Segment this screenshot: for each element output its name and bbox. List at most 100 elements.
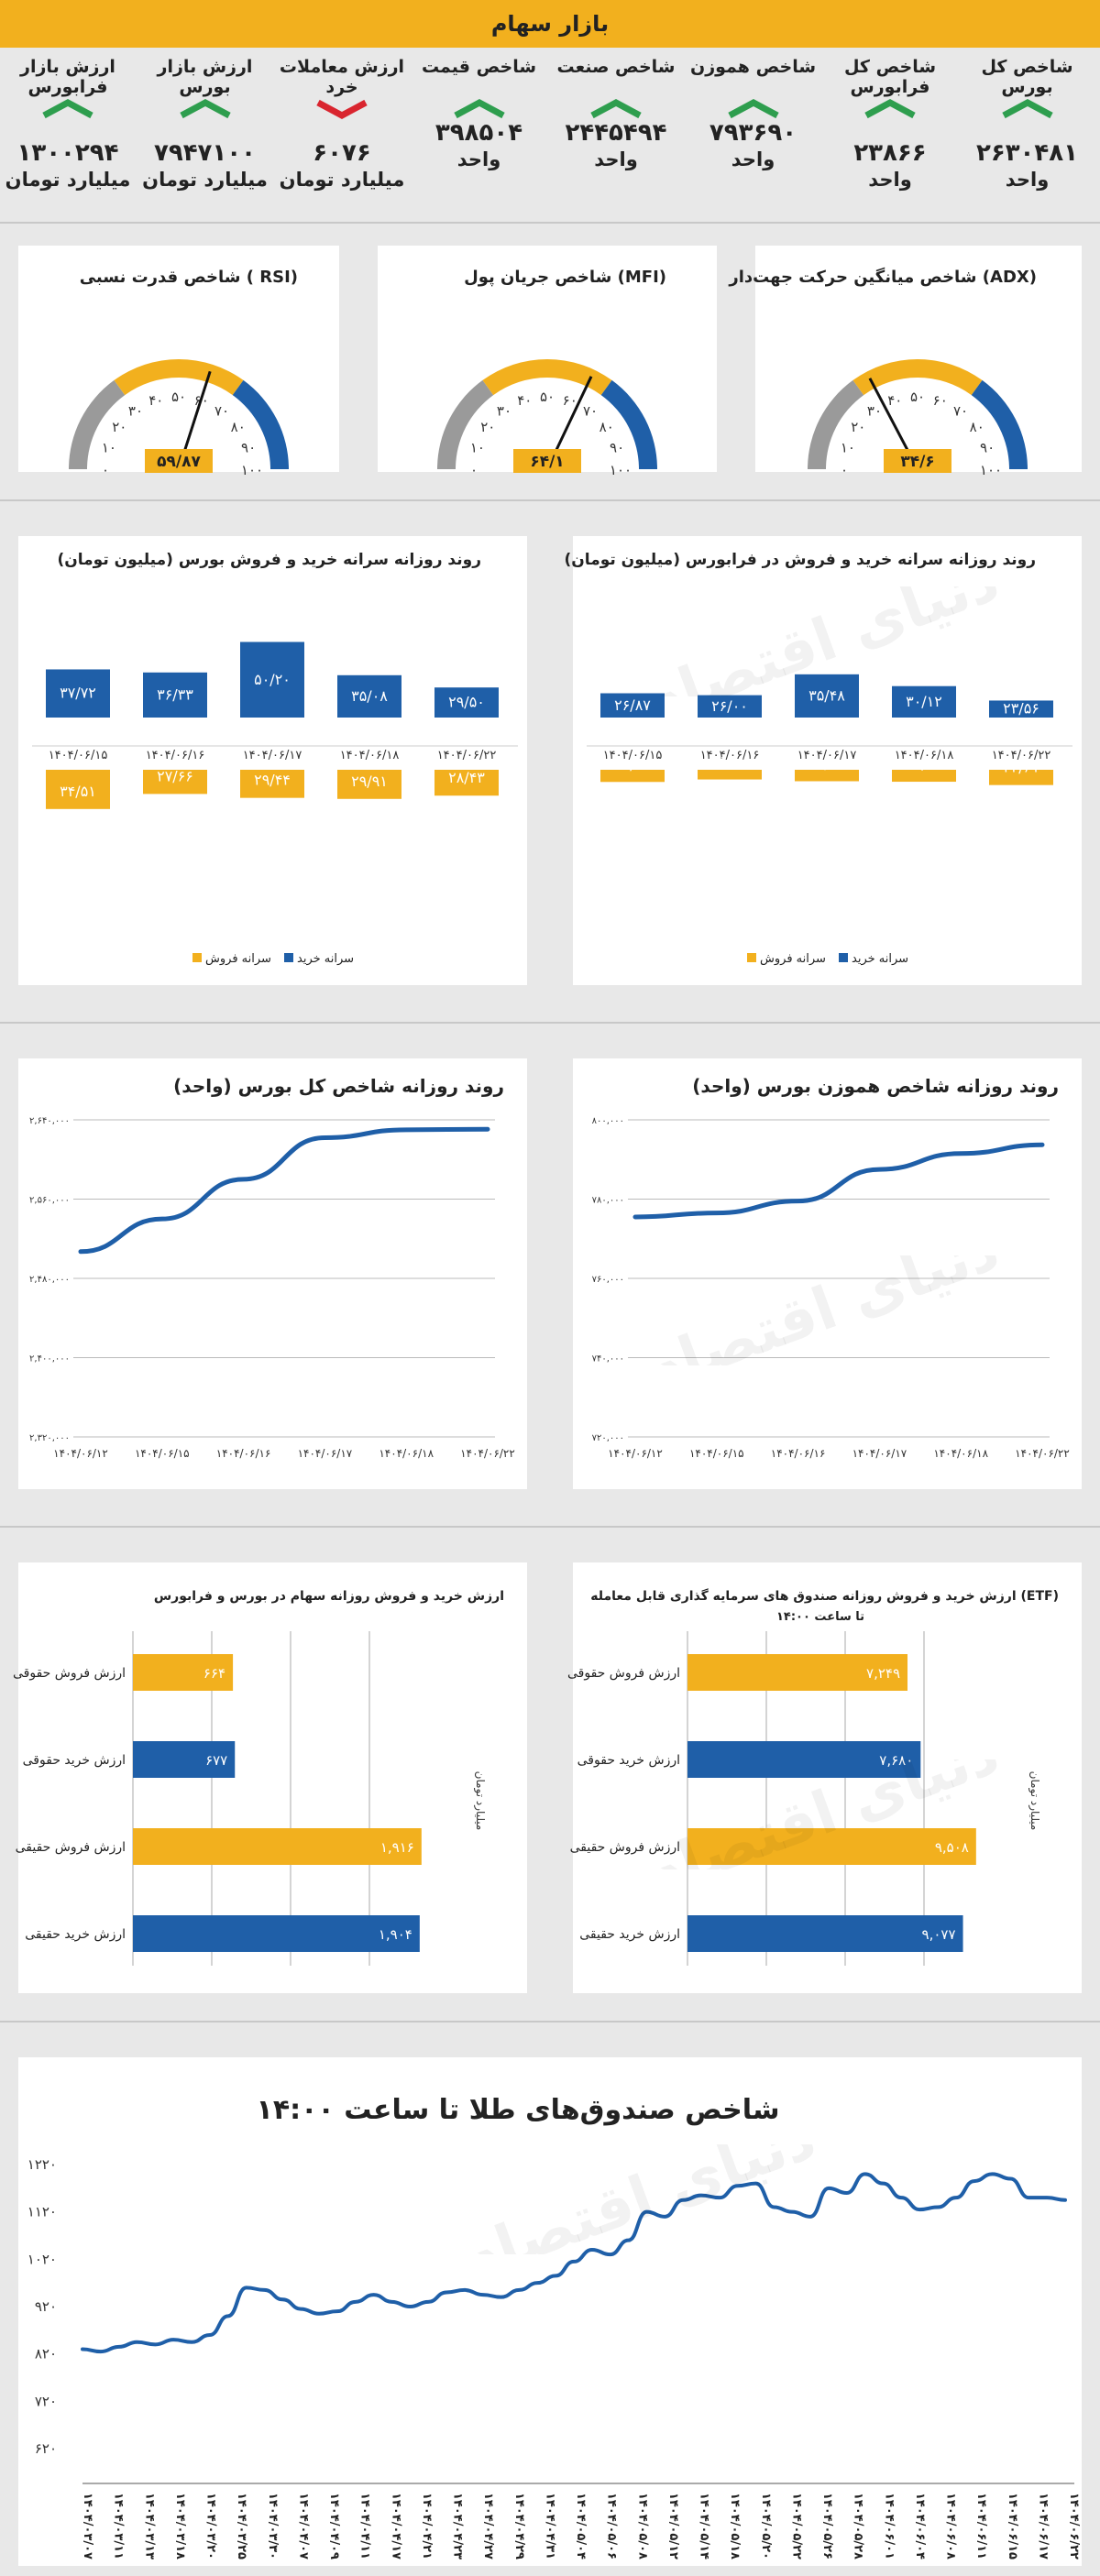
bar-sell xyxy=(989,770,1053,785)
hbar-category-label: ارزش خرید حقوقی xyxy=(578,1753,680,1768)
hbar-charts-svg: ارزش خرید و فروش روزانه صندوق های سرمایه… xyxy=(13,1588,1059,1966)
bar-category-label: ۱۴۰۴/۰۶/۱۶ xyxy=(146,749,205,762)
bar-buy xyxy=(143,672,207,718)
x-tick-label: ۱۴۰۴/۰۵/۱۸ xyxy=(728,2493,742,2560)
gauge: شاخص قدرت نسبی ( RSI)۰۱۰۲۰۳۰۴۰۵۰۶۰۷۰۸۰۹۰… xyxy=(69,268,298,478)
hbar-category-label: ارزش فروش حقوقی xyxy=(567,1666,680,1681)
kpi-unit: واحد xyxy=(456,148,501,170)
hbar-category-label: ارزش خرید حقوقی xyxy=(23,1753,126,1768)
gauge-tick: ۲۰ xyxy=(112,419,126,435)
gauge-panel-adx xyxy=(755,246,1082,472)
gold-line-chart: شاخص صندوق‌های طلا تا ساعت ۱۴:۰۰ ۱۲۲۰ ۱۱۲۰… xyxy=(28,2094,1081,2560)
unit-label: میلیارد تومان xyxy=(1028,1771,1041,1831)
gauge-panel-rsi xyxy=(18,246,339,472)
kpi-unit: واحد xyxy=(594,148,638,170)
y-tick-label: ۷۸۰,۰۰۰ xyxy=(592,1196,624,1206)
gauge-panel-mfi xyxy=(378,246,717,472)
bar-buy-label: ۲۹/۵۰ xyxy=(448,694,485,711)
line-charts-svg: روند روزانه شاخص هموزن بورس (واحد) ۸۰۰,۰۰… xyxy=(29,1075,1070,1460)
x-tick-label: ۱۴۰۴/۰۴/۳۱ xyxy=(543,2493,556,2560)
trend-up-icon xyxy=(864,99,916,119)
x-tick-label: ۱۴۰۴/۰۶/۱۷ xyxy=(1036,2493,1050,2560)
chart-title: روند روزانه شاخص هموزن بورس (واحد) xyxy=(692,1075,1059,1097)
kpi-card: ارزش معاملات خرد ۶۰۷۶ میلیارد تومان xyxy=(278,57,406,194)
hbar-value-label: ۱,۹۱۶ xyxy=(380,1839,414,1856)
x-tick-label: ۱۴۰۴/۰۶/۱۷ xyxy=(298,1447,353,1460)
divider xyxy=(0,499,1100,501)
bar-sell-label: ۳۴/۵۱ xyxy=(60,783,96,800)
hbar xyxy=(688,1654,908,1691)
bar-chart: روند روزانه سرانه خرید و فروش بورس (میلی… xyxy=(32,551,518,966)
gauge-arc xyxy=(69,379,126,469)
legend-label-buy: سرانه خرید xyxy=(297,952,354,966)
kpi-label: ارزش بازار بورس xyxy=(157,57,253,97)
bar-sell xyxy=(143,770,207,795)
y-tick-label: ۸۰۰,۰۰۰ xyxy=(592,1116,624,1126)
chart-title: ارزش خرید و فروش روزانه سهام در بورس و ف… xyxy=(154,1589,504,1604)
x-tick-label: ۱۴۰۴/۰۴/۲۷ xyxy=(481,2493,495,2560)
gauge-tick: ۶۰ xyxy=(563,392,578,409)
hbar-value-label: ۷,۶۸۰ xyxy=(879,1752,913,1769)
bar-buy xyxy=(989,700,1053,718)
y-tick-label: ۹۲۰ xyxy=(35,2298,57,2315)
kpi-card: شاخص کل فرابورس ۲۳۸۶۶ واحد xyxy=(826,57,954,194)
divider xyxy=(0,2021,1100,2022)
kpi-value: ۲۴۴۵۴۹۴ xyxy=(565,119,667,147)
legend-label-sell: سرانه فروش xyxy=(760,952,826,966)
y-tick-label: ۲,۳۲۰,۰۰۰ xyxy=(29,1433,70,1443)
line-chart: روند روزانه شاخص کل بورس (واحد) ۲,۶۴۰,۰۰۰… xyxy=(29,1075,515,1460)
y-tick-label: ۶۲۰ xyxy=(35,2440,57,2457)
trend-up-icon xyxy=(453,99,505,119)
hbar xyxy=(133,1741,236,1778)
x-tick-label: ۱۴۰۴/۰۶/۱۶ xyxy=(771,1447,826,1460)
x-tick-label: ۱۴۰۴/۰۴/۲۱ xyxy=(420,2493,434,2560)
x-tick-label: ۱۴۰۴/۰۶/۲۲ xyxy=(1015,1447,1070,1460)
x-tick-label: ۱۴۰۴/۰۴/۰۹ xyxy=(327,2493,341,2560)
hbar-value-label: ۷,۲۴۹ xyxy=(866,1665,900,1682)
y-tick-label: ۷۲۰ xyxy=(35,2393,57,2409)
gauge-arc xyxy=(482,358,612,396)
bar-sell xyxy=(434,770,499,796)
x-tick-label: ۱۴۰۴/۰۳/۲۵ xyxy=(235,2493,248,2560)
gauges-svg: شاخص میانگین حرکت جهت‌دار (ADX)۰۱۰۲۰۳۰۴۰… xyxy=(69,267,1037,478)
hbar-category-label: ارزش فروش حقیقی xyxy=(570,1840,680,1855)
x-tick-label: ۱۴۰۴/۰۵/۰۴ xyxy=(574,2493,588,2560)
y-tick-label: ۱۰۲۰ xyxy=(28,2251,57,2267)
kpi-label: ارزش معاملات خرد xyxy=(279,57,405,97)
kpi-card: ارزش بازار بورس ۷۹۴۷۱۰۰ میلیارد تومان xyxy=(141,57,270,194)
bar-sell xyxy=(892,770,956,783)
bar-panel-bourse xyxy=(18,536,527,985)
trend-up-icon xyxy=(590,99,642,119)
x-tick-label: ۱۴۰۴/۰۶/۰۱ xyxy=(882,2493,896,2560)
gauge-tick: ۸۰ xyxy=(970,419,984,435)
bar-buy xyxy=(240,641,304,718)
kpi-value: ۱۳۰۰۲۹۴ xyxy=(16,139,119,167)
kpi-card: شاخص کل بورس ۲۶۳۰۴۸۱ واحد xyxy=(963,57,1092,194)
x-tick-label: ۱۴۰۴/۰۶/۰۴ xyxy=(913,2493,927,2560)
legend-swatch-buy xyxy=(284,953,293,962)
gauge-tick: ۷۰ xyxy=(214,402,229,419)
divider xyxy=(0,1022,1100,1024)
chart-title: روند روزانه سرانه خرید و فروش بورس (میلی… xyxy=(57,551,481,569)
x-tick-label: ۱۴۰۴/۰۴/۰۷ xyxy=(296,2493,310,2560)
series-line xyxy=(81,2172,1067,2354)
gauge-tick: ۷۰ xyxy=(583,402,598,419)
kpi-card: ارزش بازار فرابورس ۱۳۰۰۲۹۴ میلیارد تومان xyxy=(4,57,132,194)
gauge-tick: ۸۰ xyxy=(600,419,614,435)
bar-buy-label: ۳۵/۴۸ xyxy=(808,686,845,704)
x-tick-label: ۱۴۰۴/۰۶/۱۲ xyxy=(53,1447,108,1460)
bar-sell xyxy=(46,770,110,809)
legend-label-buy: سرانه خرید xyxy=(852,952,908,966)
legend-swatch-buy xyxy=(839,953,848,962)
x-tick-label: ۱۴۰۴/۰۶/۱۵ xyxy=(689,1447,744,1460)
x-tick-label: ۱۴۰۴/۰۶/۱۷ xyxy=(852,1447,908,1460)
hbar-value-label: ۹,۵۰۸ xyxy=(935,1839,969,1856)
hbar-chart: ارزش خرید و فروش روزانه صندوق های سرمایه… xyxy=(567,1588,1059,1966)
y-tick-label: ۲,۵۶۰,۰۰۰ xyxy=(29,1196,70,1206)
hbar-category-label: ارزش فروش حقیقی xyxy=(16,1840,126,1855)
gauge-tick: ۰ xyxy=(102,462,109,478)
bar-category-label: ۱۴۰۴/۰۶/۱۸ xyxy=(340,749,400,762)
kpi-value: ۷۹۳۶۹۰ xyxy=(709,119,798,147)
